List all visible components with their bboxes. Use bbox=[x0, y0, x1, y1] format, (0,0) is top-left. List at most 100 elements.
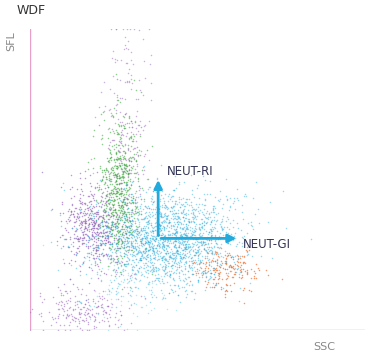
Point bbox=[64, 308, 70, 313]
Point bbox=[130, 228, 136, 234]
Point bbox=[197, 260, 203, 265]
Point bbox=[171, 263, 177, 269]
Point bbox=[214, 250, 220, 256]
Point bbox=[55, 267, 61, 273]
Point bbox=[209, 245, 215, 251]
Point bbox=[170, 256, 176, 261]
Point bbox=[96, 319, 102, 325]
Point bbox=[212, 205, 218, 211]
Point bbox=[223, 282, 229, 288]
Point bbox=[161, 244, 167, 250]
Point bbox=[116, 173, 122, 178]
Point bbox=[135, 250, 141, 255]
Point bbox=[199, 220, 205, 226]
Point bbox=[142, 215, 148, 221]
Point bbox=[169, 262, 175, 268]
Point bbox=[179, 284, 185, 290]
Point bbox=[108, 149, 114, 155]
Point bbox=[102, 104, 108, 109]
Point bbox=[120, 169, 126, 174]
Point bbox=[236, 239, 242, 244]
Point bbox=[123, 165, 129, 171]
Point bbox=[183, 227, 190, 232]
Point bbox=[100, 173, 106, 179]
Point bbox=[183, 239, 190, 245]
Point bbox=[225, 270, 231, 276]
Point bbox=[80, 218, 86, 224]
Point bbox=[159, 253, 165, 259]
Point bbox=[123, 45, 129, 51]
Point bbox=[212, 258, 218, 264]
Point bbox=[182, 215, 188, 221]
Point bbox=[196, 246, 202, 252]
Point bbox=[147, 256, 153, 262]
Point bbox=[213, 249, 219, 255]
Point bbox=[220, 265, 226, 271]
Point bbox=[237, 253, 243, 259]
Point bbox=[183, 232, 189, 238]
Point bbox=[121, 215, 127, 221]
Point bbox=[108, 256, 114, 262]
Point bbox=[145, 281, 151, 287]
Point bbox=[249, 253, 255, 259]
Point bbox=[108, 253, 114, 258]
Point bbox=[149, 245, 155, 251]
Point bbox=[200, 239, 206, 245]
Point bbox=[103, 191, 109, 197]
Point bbox=[213, 281, 219, 287]
Point bbox=[237, 285, 243, 290]
Point bbox=[109, 187, 115, 193]
Point bbox=[85, 319, 91, 325]
Point bbox=[144, 262, 150, 267]
Point bbox=[233, 243, 240, 249]
Point bbox=[133, 138, 139, 144]
Point bbox=[219, 218, 225, 224]
Point bbox=[130, 267, 136, 273]
Point bbox=[217, 244, 223, 250]
Point bbox=[111, 238, 117, 243]
Point bbox=[244, 252, 250, 258]
Point bbox=[222, 266, 228, 272]
Point bbox=[88, 226, 94, 232]
Point bbox=[132, 240, 138, 246]
Text: NEUT-RI: NEUT-RI bbox=[167, 165, 214, 178]
Point bbox=[173, 216, 179, 222]
Point bbox=[217, 196, 223, 202]
Point bbox=[114, 190, 120, 195]
Point bbox=[185, 268, 191, 274]
Point bbox=[77, 200, 83, 206]
Point bbox=[111, 173, 117, 178]
Point bbox=[168, 254, 174, 260]
Point bbox=[203, 270, 209, 276]
Point bbox=[146, 217, 152, 223]
Point bbox=[113, 26, 119, 32]
Point bbox=[80, 240, 86, 246]
Point bbox=[127, 218, 133, 224]
Point bbox=[96, 223, 102, 228]
Point bbox=[108, 210, 114, 216]
Point bbox=[144, 222, 150, 227]
Point bbox=[69, 316, 75, 321]
Point bbox=[147, 244, 153, 250]
Point bbox=[142, 251, 148, 256]
Point bbox=[98, 230, 104, 236]
Point bbox=[97, 295, 103, 301]
Point bbox=[185, 218, 191, 224]
Point bbox=[136, 183, 142, 189]
Point bbox=[190, 211, 196, 217]
Point bbox=[140, 171, 146, 177]
Point bbox=[66, 305, 72, 311]
Point bbox=[265, 219, 271, 225]
Point bbox=[128, 261, 134, 266]
Point bbox=[152, 227, 158, 233]
Point bbox=[65, 229, 71, 235]
Point bbox=[115, 266, 121, 271]
Point bbox=[241, 239, 247, 245]
Point bbox=[109, 227, 115, 233]
Point bbox=[177, 255, 183, 261]
Point bbox=[109, 73, 115, 79]
Point bbox=[199, 235, 205, 241]
Point bbox=[103, 240, 109, 246]
Point bbox=[108, 233, 114, 239]
Point bbox=[212, 282, 218, 288]
